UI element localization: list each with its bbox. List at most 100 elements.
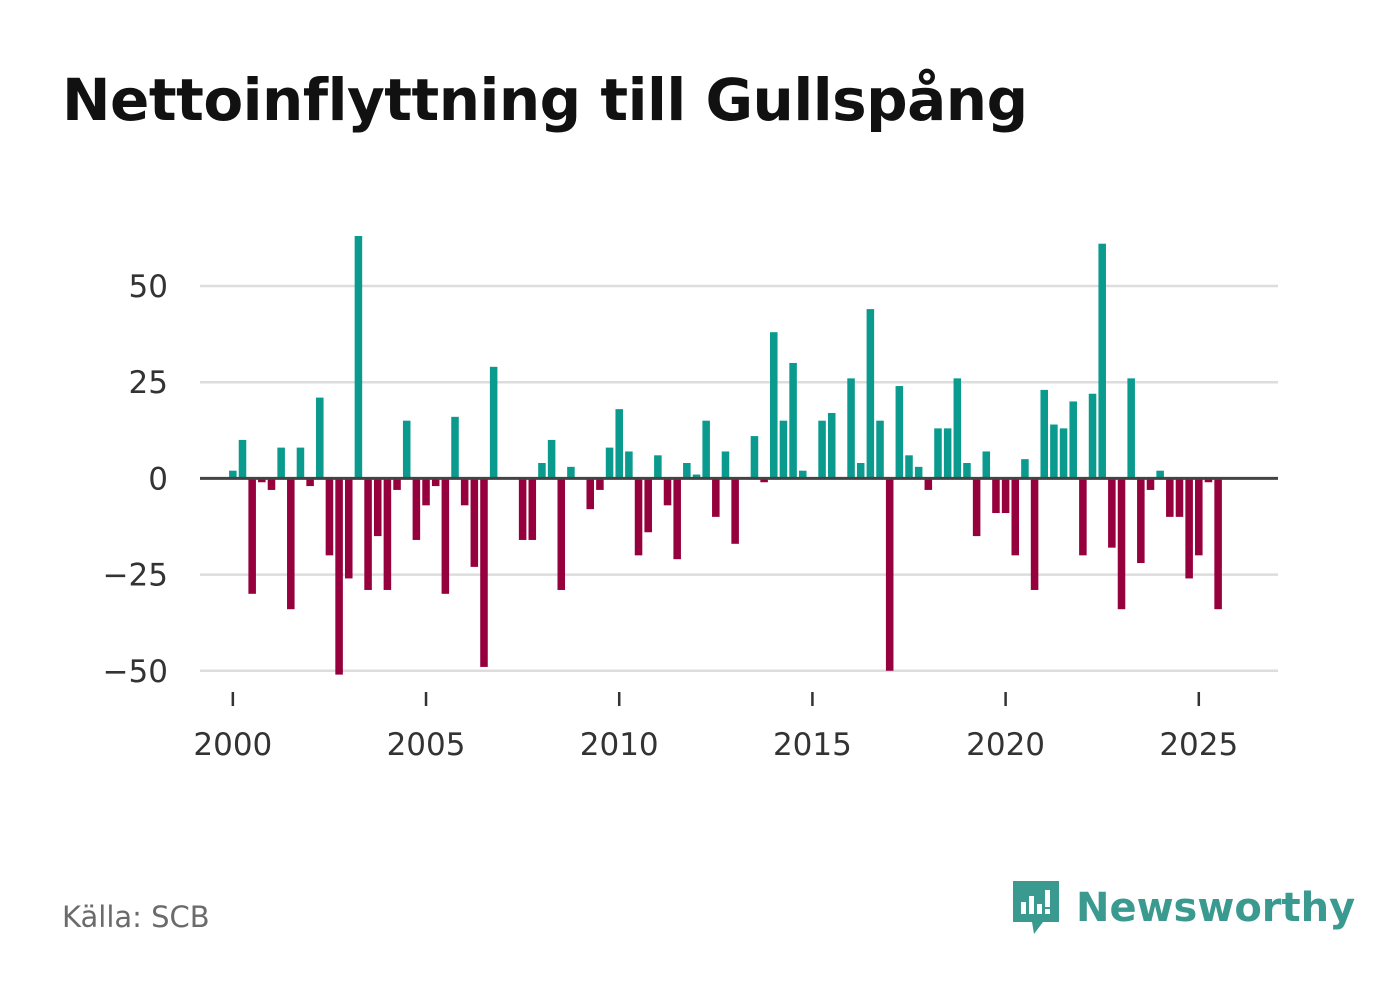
x-tick-label: 2020 [966,727,1045,763]
bar [760,478,768,483]
bar [1137,478,1145,564]
bar [847,378,855,479]
bar [1108,478,1116,548]
bar [296,447,305,479]
bar [885,478,894,671]
bar [876,420,884,479]
bar [654,455,662,479]
newsworthy-logo-icon [1013,881,1059,934]
chart-title: Nettoinflyttning till Gullspång [62,66,1028,134]
bar [731,478,739,544]
x-tick-label: 2015 [773,727,852,763]
bar [972,478,981,537]
bar [827,412,836,479]
bar [702,420,710,479]
bar [489,366,498,479]
bar [451,416,459,479]
bar [866,309,875,479]
x-tick-label: 2010 [580,727,659,763]
bar [258,478,266,483]
bar [238,439,247,479]
bar [364,478,372,590]
bar [1117,478,1126,610]
bar [518,478,527,540]
bar [992,478,1000,514]
bar [750,436,759,479]
bar [905,455,913,479]
bar [383,478,392,590]
bar [924,478,933,490]
x-tick-label: 2005 [387,727,466,763]
bar [402,420,411,479]
bar [373,478,382,537]
bar [634,478,643,556]
bar [538,463,546,479]
bar [528,478,537,540]
bar [1127,378,1135,479]
bar [1059,428,1068,479]
bar [779,420,788,479]
y-tick-label: 50 [129,269,168,305]
bar [963,463,971,479]
bar [625,451,633,479]
bar [770,332,778,479]
bar [1098,243,1106,479]
bar [615,409,623,479]
bar [567,466,575,479]
bar [1195,478,1203,556]
bar [1040,389,1049,479]
bar [605,447,614,479]
bar [789,362,797,479]
bar [344,478,353,579]
bar [287,478,295,610]
bar [393,478,401,490]
bar [663,478,672,506]
x-axis-ticks: 2000 2005 2010 2015 2020 2025 [193,692,1238,763]
y-tick-label: −25 [103,558,168,594]
bar [441,478,450,594]
bar [422,478,430,506]
bar [325,478,334,556]
x-tick-label: 2025 [1159,727,1238,763]
bar [316,397,324,479]
bar [1214,478,1222,610]
bar [712,478,720,517]
y-tick-label: 0 [148,461,168,497]
x-tick-label: 2000 [193,727,272,763]
bar [412,478,421,540]
bar [1050,424,1058,479]
bar [692,474,701,479]
bar [856,463,865,479]
bar [1001,478,1010,514]
bar [480,478,488,667]
bar [683,463,691,479]
bar [644,478,652,533]
bar [547,439,556,479]
bar [1204,478,1213,483]
bar [798,470,807,479]
bar [306,478,314,487]
bar [596,478,604,490]
y-axis-ticks: 50 25 0 −25 −50 [103,269,168,690]
bar [431,478,440,487]
bar [1185,478,1193,579]
bar [673,478,681,560]
bar [943,428,952,479]
bar [1175,478,1184,517]
bar [982,451,991,479]
bar [229,470,237,479]
grid-lines [200,284,1278,673]
bar [1079,478,1087,556]
brand-logo: Newsworthy [1010,878,1355,938]
y-tick-label: −50 [103,654,168,690]
bar [277,447,285,479]
bar [895,386,904,479]
bar [267,478,276,490]
bar [1088,393,1097,479]
bar [354,236,363,479]
bar [460,478,469,506]
bar [1069,401,1077,479]
y-tick-label: 25 [129,365,168,401]
bar [914,466,923,479]
